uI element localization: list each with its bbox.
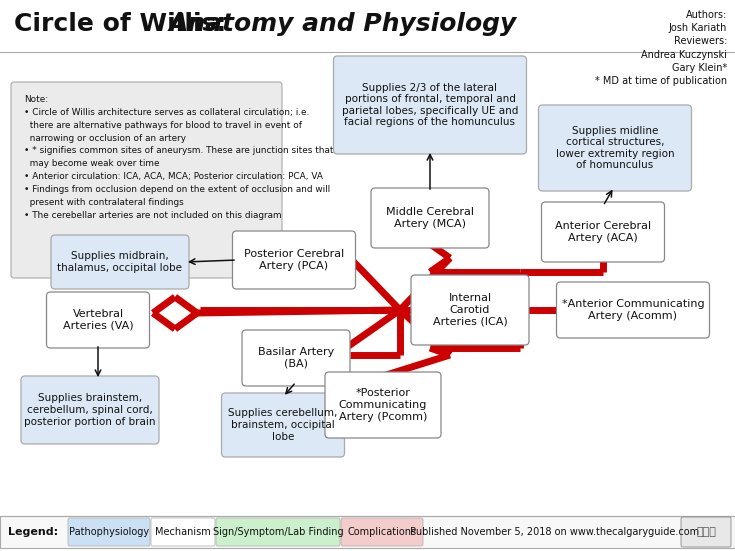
- Text: Circle of Willis:: Circle of Willis:: [14, 12, 235, 36]
- Text: Published November 5, 2018 on www.thecalgaryguide.com: Published November 5, 2018 on www.thecal…: [410, 527, 699, 537]
- Text: Supplies 2/3 of the lateral
portions of frontal, temporal and
parietal lobes, sp: Supplies 2/3 of the lateral portions of …: [342, 83, 518, 127]
- Text: Supplies midline
cortical structures,
lower extremity region
of homunculus: Supplies midline cortical structures, lo…: [556, 126, 674, 170]
- FancyBboxPatch shape: [46, 292, 149, 348]
- Text: Anatomy and Physiology: Anatomy and Physiology: [169, 12, 517, 36]
- FancyBboxPatch shape: [21, 376, 159, 444]
- FancyBboxPatch shape: [221, 393, 345, 457]
- FancyBboxPatch shape: [51, 235, 189, 289]
- Text: Pathophysiology: Pathophysiology: [69, 527, 149, 537]
- FancyBboxPatch shape: [11, 82, 282, 278]
- Text: Internal
Carotid
Arteries (ICA): Internal Carotid Arteries (ICA): [433, 293, 507, 327]
- FancyBboxPatch shape: [681, 517, 731, 547]
- FancyBboxPatch shape: [542, 202, 664, 262]
- Text: Vertebral
Arteries (VA): Vertebral Arteries (VA): [62, 309, 133, 331]
- Text: Posterior Cerebral
Artery (PCA): Posterior Cerebral Artery (PCA): [244, 249, 344, 271]
- FancyBboxPatch shape: [539, 105, 692, 191]
- Text: *Anterior Communicating
Artery (Acomm): *Anterior Communicating Artery (Acomm): [562, 299, 704, 321]
- FancyBboxPatch shape: [216, 518, 340, 546]
- FancyBboxPatch shape: [411, 275, 529, 345]
- Text: Supplies brainstem,
cerebellum, spinal cord,
posterior portion of brain: Supplies brainstem, cerebellum, spinal c…: [24, 393, 156, 426]
- Text: Complications: Complications: [348, 527, 417, 537]
- Text: Legend:: Legend:: [8, 527, 58, 537]
- Text: Basilar Artery
(BA): Basilar Artery (BA): [258, 347, 334, 369]
- FancyBboxPatch shape: [232, 231, 356, 289]
- Text: Supplies cerebellum,
brainstem, occipital
lobe: Supplies cerebellum, brainstem, occipita…: [229, 408, 337, 441]
- Text: Middle Cerebral
Artery (MCA): Middle Cerebral Artery (MCA): [386, 207, 474, 229]
- Text: Anterior Cerebral
Artery (ACA): Anterior Cerebral Artery (ACA): [555, 221, 651, 243]
- FancyBboxPatch shape: [242, 330, 350, 386]
- Text: Sign/Symptom/Lab Finding: Sign/Symptom/Lab Finding: [212, 527, 343, 537]
- Text: Authors:
Josh Kariath
Reviewers:
Andrea Kuczynski
Gary Klein*
* MD at time of pu: Authors: Josh Kariath Reviewers: Andrea …: [595, 10, 727, 86]
- FancyBboxPatch shape: [334, 56, 526, 154]
- FancyBboxPatch shape: [325, 372, 441, 438]
- Text: ⓒⓞⓡ: ⓒⓞⓡ: [696, 527, 716, 537]
- FancyBboxPatch shape: [0, 516, 735, 548]
- Text: Mechanism: Mechanism: [155, 527, 211, 537]
- FancyBboxPatch shape: [371, 188, 489, 248]
- FancyBboxPatch shape: [151, 518, 215, 546]
- FancyBboxPatch shape: [68, 518, 150, 546]
- Text: *Posterior
Communicating
Artery (Pcomm): *Posterior Communicating Artery (Pcomm): [339, 388, 427, 422]
- Text: Note:
• Circle of Willis architecture serves as collateral circulation; i.e.
  t: Note: • Circle of Willis architecture se…: [24, 95, 334, 220]
- FancyBboxPatch shape: [341, 518, 423, 546]
- FancyBboxPatch shape: [556, 282, 709, 338]
- Text: Supplies midbrain,
thalamus, occipital lobe: Supplies midbrain, thalamus, occipital l…: [57, 251, 182, 273]
